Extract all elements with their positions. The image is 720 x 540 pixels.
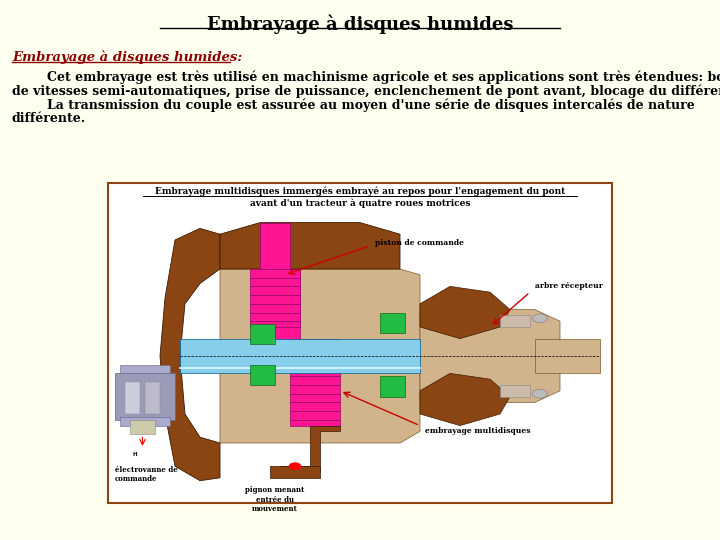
Text: Embrayage à disques humides:: Embrayage à disques humides:: [12, 50, 242, 64]
Polygon shape: [220, 222, 400, 269]
Polygon shape: [290, 339, 340, 368]
Polygon shape: [280, 426, 340, 472]
Bar: [145, 382, 160, 414]
Bar: [380, 313, 405, 333]
Polygon shape: [180, 339, 420, 373]
Text: Embrayage multidisques immergés embrayé au repos pour l'engagement du pont: Embrayage multidisques immergés embrayé …: [155, 187, 565, 197]
Polygon shape: [420, 309, 560, 402]
Bar: [120, 417, 170, 426]
Text: arbre récepteur: arbre récepteur: [535, 282, 603, 291]
Text: avant d'un tracteur à quatre roues motrices: avant d'un tracteur à quatre roues motri…: [250, 198, 470, 207]
Bar: [125, 382, 140, 414]
Bar: [380, 376, 405, 396]
Bar: [500, 385, 530, 396]
Bar: [270, 466, 320, 478]
Polygon shape: [260, 222, 290, 269]
Text: embrayage multidisques: embrayage multidisques: [425, 427, 531, 435]
Text: pignon menant
entrée du
mouvement: pignon menant entrée du mouvement: [246, 487, 305, 513]
Text: Embrayage à disques humides: Embrayage à disques humides: [207, 15, 513, 35]
Circle shape: [533, 389, 547, 398]
Polygon shape: [160, 228, 220, 481]
Text: Cet embrayage est très utilisé en machinisme agricole et ses applications sont t: Cet embrayage est très utilisé en machin…: [12, 70, 720, 84]
Text: différente.: différente.: [12, 112, 86, 125]
Polygon shape: [420, 286, 510, 339]
Bar: [120, 364, 170, 373]
Text: de vitesses semi-automatiques, prise de puissance, enclenchement de pont avant, : de vitesses semi-automatiques, prise de …: [12, 84, 720, 98]
Text: H: H: [132, 451, 138, 457]
Bar: [115, 373, 175, 420]
Polygon shape: [270, 269, 300, 339]
FancyBboxPatch shape: [108, 183, 612, 503]
Polygon shape: [220, 269, 420, 443]
Text: La transmission du couple est assurée au moyen d'une série de disques intercalés: La transmission du couple est assurée au…: [12, 98, 695, 111]
Text: piston de commande: piston de commande: [375, 239, 464, 247]
Polygon shape: [535, 339, 600, 373]
Text: électrovanne de
commande: électrovanne de commande: [115, 466, 178, 483]
Bar: [250, 324, 275, 345]
Bar: [130, 420, 155, 434]
Polygon shape: [250, 269, 300, 327]
Circle shape: [289, 463, 301, 470]
Polygon shape: [420, 373, 510, 426]
Bar: [250, 364, 275, 385]
Bar: [500, 315, 530, 327]
Circle shape: [533, 314, 547, 322]
Polygon shape: [290, 368, 340, 426]
